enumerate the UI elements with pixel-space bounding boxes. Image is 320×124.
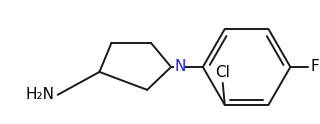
- Text: H₂N: H₂N: [26, 87, 55, 102]
- Text: Cl: Cl: [215, 65, 230, 80]
- Text: F: F: [310, 60, 319, 75]
- Text: N: N: [174, 60, 185, 75]
